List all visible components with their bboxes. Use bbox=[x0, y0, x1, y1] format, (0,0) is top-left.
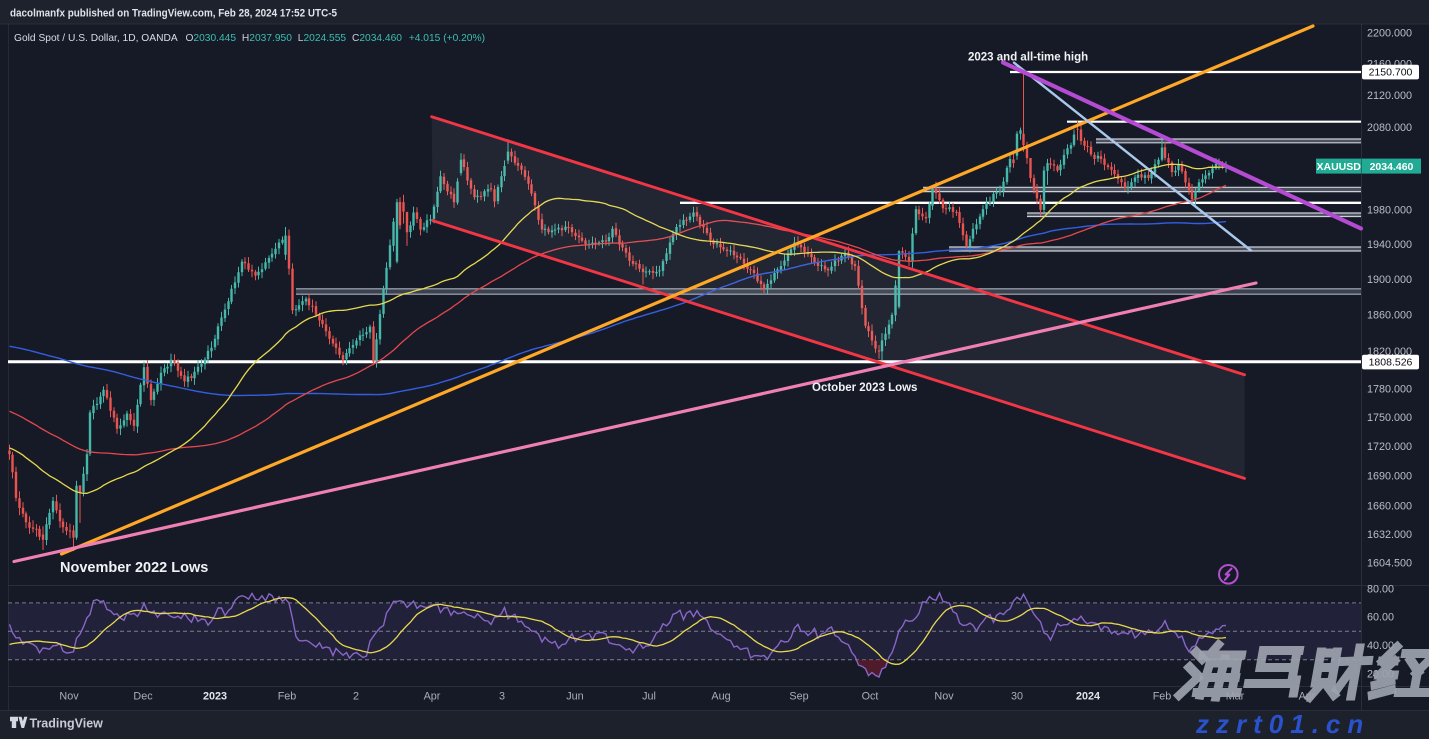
svg-text:1720.000: 1720.000 bbox=[1367, 441, 1412, 453]
svg-text:Apr: Apr bbox=[424, 691, 441, 703]
svg-text:XAUUSD: XAUUSD bbox=[1317, 161, 1362, 173]
svg-text:1632.000: 1632.000 bbox=[1367, 529, 1412, 541]
svg-text:2034.460: 2034.460 bbox=[1370, 161, 1414, 173]
svg-text:2150.700: 2150.700 bbox=[1369, 67, 1413, 79]
svg-text:3: 3 bbox=[499, 691, 505, 703]
svg-text:2024: 2024 bbox=[1076, 691, 1100, 703]
svg-text:Nov: Nov bbox=[934, 691, 954, 703]
svg-text:dacolmanfx published on Tradin: dacolmanfx published on TradingView.com,… bbox=[10, 8, 337, 20]
svg-text:Feb: Feb bbox=[1153, 691, 1172, 703]
svg-text:2023: 2023 bbox=[203, 691, 227, 703]
svg-text:2: 2 bbox=[353, 691, 359, 703]
svg-text:2120.000: 2120.000 bbox=[1367, 90, 1412, 102]
svg-text:1940.000: 1940.000 bbox=[1367, 239, 1412, 251]
svg-text:Jun: Jun bbox=[566, 691, 583, 703]
svg-text:1980.000: 1980.000 bbox=[1367, 205, 1412, 217]
svg-text:1860.000: 1860.000 bbox=[1367, 310, 1412, 322]
svg-text:1808.526: 1808.526 bbox=[1369, 357, 1413, 369]
svg-text:60.00: 60.00 bbox=[1367, 612, 1394, 624]
svg-text:zzrt01.cn: zzrt01.cn bbox=[1195, 709, 1370, 739]
svg-text:1750.000: 1750.000 bbox=[1367, 412, 1412, 424]
svg-text:November 2022 Lows: November 2022 Lows bbox=[60, 560, 208, 576]
svg-text:Dec: Dec bbox=[133, 691, 153, 703]
svg-text:2023 and all-time high: 2023 and all-time high bbox=[968, 52, 1088, 64]
svg-text:2080.000: 2080.000 bbox=[1367, 122, 1412, 134]
svg-text:Jul: Jul bbox=[642, 691, 656, 703]
svg-text:80.00: 80.00 bbox=[1367, 584, 1394, 596]
svg-text:Feb: Feb bbox=[278, 691, 297, 703]
svg-text:October 2023 Lows: October 2023 Lows bbox=[812, 382, 917, 394]
svg-text:1690.000: 1690.000 bbox=[1367, 471, 1412, 483]
svg-text:1660.000: 1660.000 bbox=[1367, 501, 1412, 513]
svg-text:40.00: 40.00 bbox=[1367, 640, 1394, 652]
svg-text:1900.000: 1900.000 bbox=[1367, 274, 1412, 286]
svg-text:Sep: Sep bbox=[789, 691, 808, 703]
svg-text:Gold Spot / U.S. Dollar, 1D, O: Gold Spot / U.S. Dollar, 1D, OANDA O2030.… bbox=[14, 32, 485, 44]
svg-text:Nov: Nov bbox=[59, 691, 79, 703]
svg-text:Aug: Aug bbox=[711, 691, 730, 703]
svg-text:30: 30 bbox=[1011, 691, 1023, 703]
svg-text:1604.500: 1604.500 bbox=[1367, 558, 1412, 570]
svg-text:2200.000: 2200.000 bbox=[1367, 28, 1412, 40]
svg-text:TradingView: TradingView bbox=[30, 717, 104, 731]
svg-text:1780.000: 1780.000 bbox=[1367, 383, 1412, 395]
svg-text:Oct: Oct bbox=[862, 691, 879, 703]
